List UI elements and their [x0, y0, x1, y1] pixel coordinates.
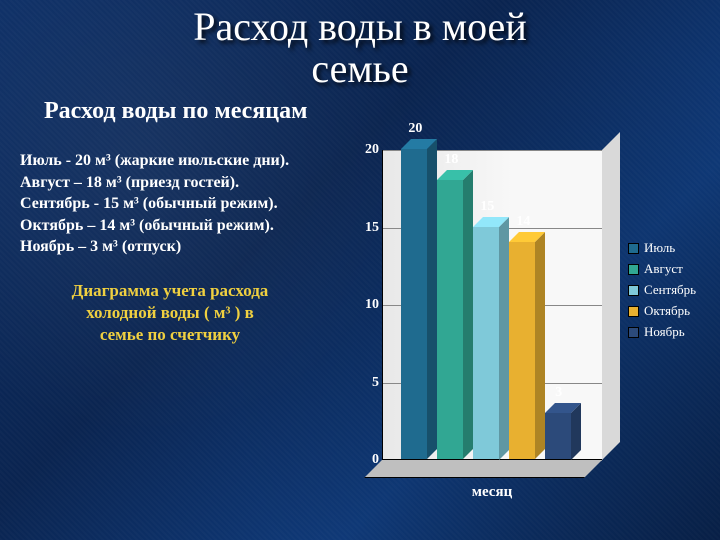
bar-side	[535, 232, 545, 459]
bar-september: 15	[473, 227, 499, 460]
bar-chart: 0 5 10 15 20 20 18	[350, 150, 710, 520]
title-line-1: Расход воды в моей	[193, 4, 526, 49]
legend-swatch	[628, 306, 639, 317]
data-list: Июль - 20 м³ (жаркие июльские дни). Авгу…	[20, 150, 350, 258]
legend-item: Октябрь	[628, 303, 696, 319]
legend-item: Сентябрь	[628, 282, 696, 298]
bar-front	[437, 180, 463, 459]
legend-item: Июль	[628, 240, 696, 256]
x-axis-label: месяц	[382, 484, 602, 501]
bar-value-label: 20	[408, 121, 422, 137]
caption-line: Диаграмма учета расхода	[72, 281, 269, 300]
data-line: Июль - 20 м³ (жаркие июльские дни).	[20, 150, 350, 172]
bar-front	[545, 413, 571, 460]
ytick-label: 5	[355, 375, 379, 391]
legend-swatch	[628, 264, 639, 275]
legend-label: Июль	[644, 240, 675, 256]
legend-label: Август	[644, 261, 683, 277]
chart-plot-area: 0 5 10 15 20 20 18	[382, 150, 602, 460]
data-line: Ноябрь – 3 м³ (отпуск)	[20, 236, 350, 258]
ytick-label: 15	[355, 220, 379, 236]
data-line: Сентябрь - 15 м³ (обычный режим).	[20, 193, 350, 215]
chart-floor	[364, 460, 602, 478]
legend-label: Ноябрь	[644, 324, 685, 340]
bar-value-label: 18	[444, 152, 458, 168]
bar-october: 14	[509, 242, 535, 459]
data-line: Октябрь – 14 м³ (обычный режим).	[20, 215, 350, 237]
slide-title: Расход воды в моей семье	[0, 0, 720, 90]
bar-front	[401, 149, 427, 459]
legend-swatch	[628, 327, 639, 338]
chart-side-wall	[602, 132, 620, 460]
legend-item: Август	[628, 261, 696, 277]
title-line-2: семье	[311, 46, 408, 91]
ytick-label: 20	[355, 142, 379, 158]
chart-caption: Диаграмма учета расхода холодной воды ( …	[20, 280, 320, 346]
bar-front	[473, 227, 499, 460]
bar-front	[509, 242, 535, 459]
legend-swatch	[628, 243, 639, 254]
legend-label: Октябрь	[644, 303, 690, 319]
bar-side	[427, 139, 437, 459]
legend: Июль Август Сентябрь Октябрь Ноябрь	[628, 240, 696, 345]
bar-july: 20	[401, 149, 427, 459]
legend-item: Ноябрь	[628, 324, 696, 340]
subtitle: Расход воды по месяцам	[44, 98, 720, 125]
bar-value-label: 3	[555, 385, 562, 401]
bar-value-label: 15	[480, 199, 494, 215]
ytick-label: 10	[355, 297, 379, 313]
bar-side	[463, 170, 473, 459]
caption-line: холодной воды ( м³ ) в	[86, 303, 254, 322]
bar-november: 3	[545, 413, 571, 460]
bar-august: 18	[437, 180, 463, 459]
text-block: Июль - 20 м³ (жаркие июльские дни). Авгу…	[20, 150, 350, 346]
legend-label: Сентябрь	[644, 282, 696, 298]
bars-group: 20 18 15 14	[383, 150, 602, 459]
legend-swatch	[628, 285, 639, 296]
bar-side	[499, 217, 509, 460]
caption-line: семье по счетчику	[100, 325, 240, 344]
data-line: Август – 18 м³ (приезд гостей).	[20, 172, 350, 194]
bar-value-label: 14	[516, 214, 530, 230]
